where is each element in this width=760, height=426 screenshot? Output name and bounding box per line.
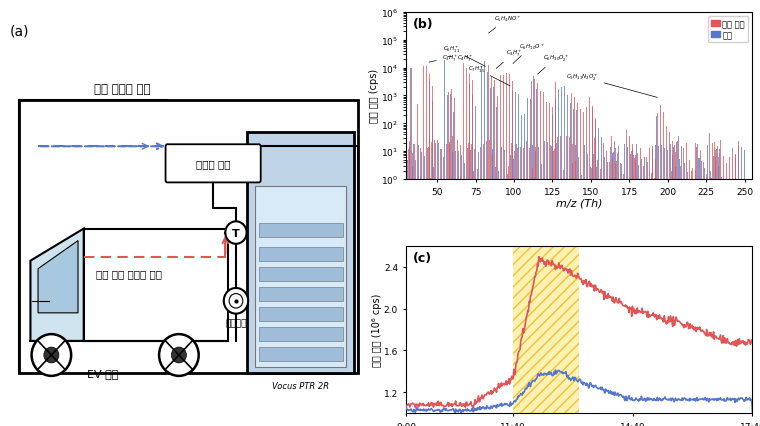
- Text: $C_6H_{11}^+$: $C_6H_{11}^+$: [443, 45, 486, 67]
- Bar: [259, 267, 343, 281]
- Text: EV 트럭: EV 트럭: [87, 368, 119, 378]
- Text: 차량 내부 샘플링 튜브: 차량 내부 샘플링 튜브: [97, 268, 163, 278]
- Text: $C_6H_{10}O^+$: $C_6H_{10}O^+$: [513, 42, 545, 64]
- Text: $C_5H_4NO^+$: $C_5H_4NO^+$: [489, 14, 521, 34]
- Text: $C_7H_{15}^+$: $C_7H_{15}^+$: [467, 64, 510, 86]
- Text: $C_3H_7^+$: $C_3H_7^+$: [496, 48, 523, 69]
- Circle shape: [44, 347, 59, 363]
- Bar: [255, 187, 347, 367]
- FancyBboxPatch shape: [166, 145, 261, 183]
- Text: $C_3H_7^+$: $C_3H_7^+$: [429, 53, 458, 63]
- Circle shape: [223, 288, 249, 314]
- Text: $C_6H_{10}O_2^+$: $C_6H_{10}O_2^+$: [537, 53, 569, 75]
- Text: (c): (c): [413, 251, 432, 265]
- Bar: [248, 133, 354, 373]
- Bar: [259, 247, 343, 261]
- Text: $C_4H_7^+$: $C_4H_7^+$: [448, 53, 473, 63]
- Bar: [259, 223, 343, 237]
- Text: (a): (a): [10, 25, 29, 39]
- Text: Vocus PTR 2R: Vocus PTR 2R: [272, 381, 329, 390]
- Text: T: T: [232, 228, 240, 238]
- Y-axis label: 이온 세기 (10⁶ cps): 이온 세기 (10⁶ cps): [372, 293, 382, 366]
- Text: 스위칭 밸브: 스위칭 밸브: [196, 159, 230, 169]
- Text: (b): (b): [413, 18, 434, 31]
- Text: $C_2H_3^+$: $C_2H_3^+$: [0, 425, 1, 426]
- Bar: [259, 307, 343, 321]
- Bar: [259, 327, 343, 341]
- Text: 진공펌프: 진공펌프: [225, 319, 247, 328]
- X-axis label: m/z (Th): m/z (Th): [556, 199, 603, 208]
- Polygon shape: [38, 241, 78, 313]
- Circle shape: [171, 347, 186, 363]
- Legend: 차량 내부, 외기: 차량 내부, 외기: [708, 17, 749, 43]
- Bar: [84, 229, 228, 341]
- Y-axis label: 이온 세기 (cps): 이온 세기 (cps): [369, 69, 379, 123]
- Text: $C_9H_{11}N_2O_2^+$: $C_9H_{11}N_2O_2^+$: [566, 72, 657, 98]
- Bar: [259, 287, 343, 301]
- Circle shape: [159, 334, 198, 376]
- Bar: [259, 347, 343, 361]
- Circle shape: [225, 222, 247, 244]
- Bar: [19, 101, 358, 373]
- Circle shape: [32, 334, 71, 376]
- Text: 외기 샘플링 튜브: 외기 샘플링 튜브: [93, 82, 150, 95]
- Polygon shape: [30, 229, 84, 341]
